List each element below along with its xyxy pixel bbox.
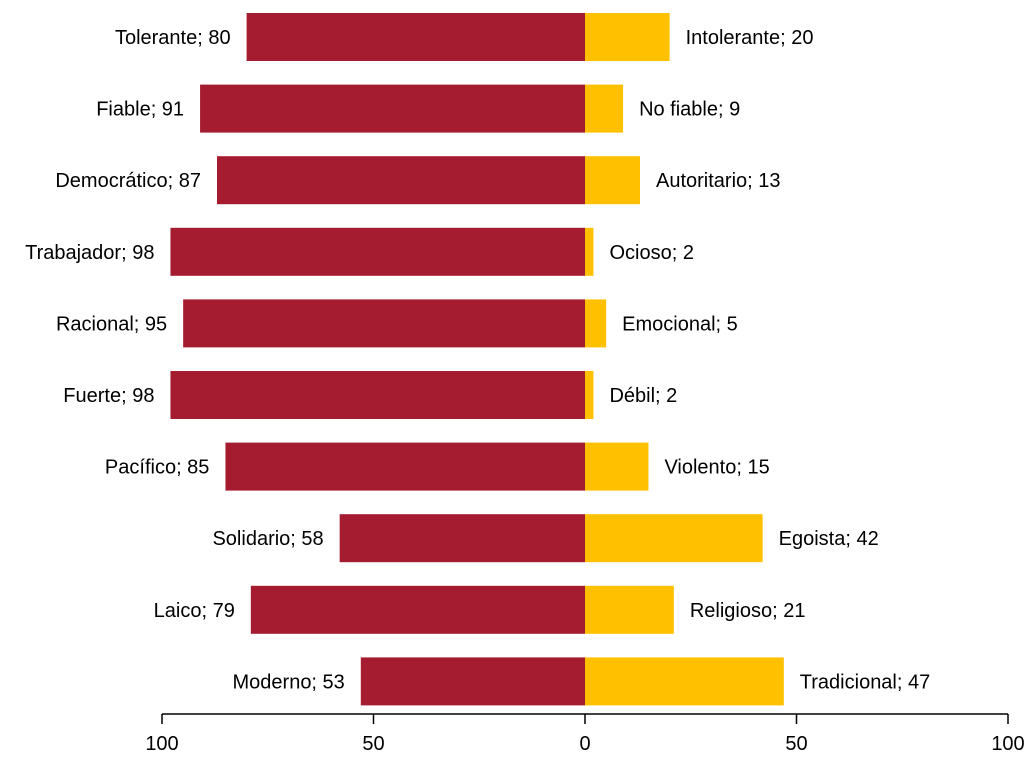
bar-left-6 <box>225 442 585 491</box>
bar-label-right-8: Religioso; 21 <box>690 600 806 622</box>
bar-left-8 <box>250 585 585 634</box>
bar-label-left-1: Fiable; 91 <box>96 99 184 121</box>
labels-layer: Tolerante; 80 Intolerante; 20 Fiable; 91 No… <box>25 27 930 693</box>
bar-right-2 <box>585 156 640 205</box>
bar-right-5 <box>585 371 594 419</box>
bar-left-1 <box>200 84 585 133</box>
bars-layer <box>170 13 784 706</box>
bar-right-8 <box>585 585 674 634</box>
bar-label-left-8: Laico; 79 <box>154 600 235 622</box>
bar-left-2 <box>216 156 586 205</box>
x-tick-label-2: 0 <box>579 733 590 755</box>
x-tick-label-1: 50 <box>362 733 384 755</box>
bar-label-right-2: Autoritario; 13 <box>656 170 781 192</box>
bar-right-0 <box>585 13 670 61</box>
bar-label-left-3: Trabajador; 98 <box>25 242 154 264</box>
bar-label-right-4: Emocional; 5 <box>622 313 738 335</box>
bar-right-1 <box>585 84 624 133</box>
bar-label-left-9: Moderno; 53 <box>233 671 345 693</box>
bar-label-right-9: Tradicional; 47 <box>800 671 930 693</box>
bar-label-right-7: Egoista; 42 <box>779 528 879 550</box>
bar-left-7 <box>339 514 585 563</box>
bar-right-3 <box>585 227 594 276</box>
bar-right-6 <box>585 442 649 491</box>
bar-label-right-1: No fiable; 9 <box>639 99 740 121</box>
bar-label-left-5: Fuerte; 98 <box>63 385 154 407</box>
bar-right-4 <box>585 299 607 348</box>
bar-right-7 <box>585 514 763 563</box>
x-axis: 100 50 0 50 100 <box>145 713 1025 755</box>
x-tick-label-0: 100 <box>145 733 178 755</box>
bar-left-9 <box>360 657 585 706</box>
bar-label-right-6: Violento; 15 <box>664 457 769 479</box>
x-tick-label-4: 100 <box>991 733 1024 755</box>
bar-left-0 <box>246 13 585 61</box>
bar-label-right-0: Intolerante; 20 <box>686 27 814 49</box>
bar-label-right-5: Débil; 2 <box>609 385 677 407</box>
bar-label-left-4: Racional; 95 <box>56 313 167 335</box>
bar-label-left-6: Pacífico; 85 <box>105 457 210 479</box>
bar-right-9 <box>585 657 784 706</box>
bar-label-left-7: Solidario; 58 <box>212 528 323 550</box>
bar-left-4 <box>183 299 585 348</box>
bar-label-right-3: Ocioso; 2 <box>609 242 693 264</box>
bar-label-left-0: Tolerante; 80 <box>115 27 231 49</box>
bar-left-3 <box>170 227 585 276</box>
bar-left-5 <box>170 371 585 419</box>
bar-label-left-2: Democrático; 87 <box>55 170 201 192</box>
x-tick-label-3: 50 <box>785 733 807 755</box>
